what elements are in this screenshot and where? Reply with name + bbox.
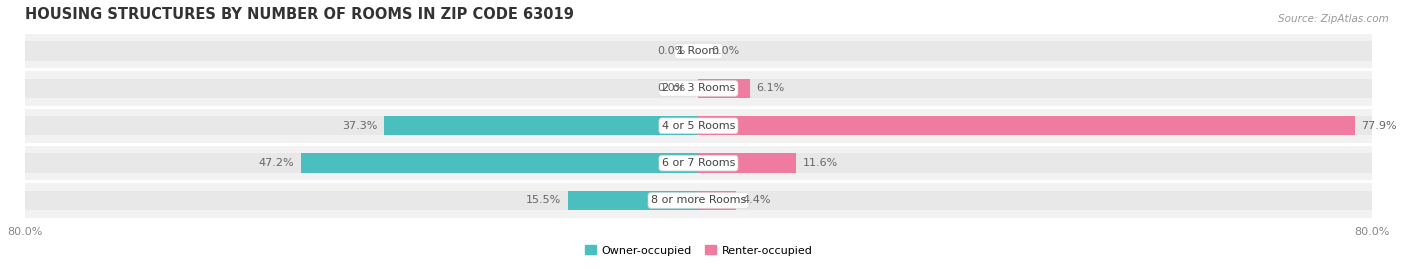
Legend: Owner-occupied, Renter-occupied: Owner-occupied, Renter-occupied (581, 241, 817, 260)
Text: 11.6%: 11.6% (803, 158, 838, 168)
Text: Source: ZipAtlas.com: Source: ZipAtlas.com (1278, 14, 1389, 23)
Bar (25, 109, 1372, 143)
Text: 15.5%: 15.5% (526, 195, 561, 205)
Text: 8 or more Rooms: 8 or more Rooms (651, 195, 747, 205)
Bar (699, 191, 735, 210)
Bar (25, 79, 1372, 98)
Text: 0.0%: 0.0% (711, 46, 740, 56)
Text: 0.0%: 0.0% (658, 83, 686, 93)
Bar (25, 41, 1372, 61)
Bar (25, 71, 1372, 106)
Text: 77.9%: 77.9% (1361, 121, 1398, 131)
Bar (25, 191, 1372, 210)
Bar (384, 116, 699, 136)
Text: HOUSING STRUCTURES BY NUMBER OF ROOMS IN ZIP CODE 63019: HOUSING STRUCTURES BY NUMBER OF ROOMS IN… (25, 7, 574, 22)
Bar (25, 34, 1372, 68)
Bar (699, 116, 1354, 136)
Text: 37.3%: 37.3% (342, 121, 378, 131)
Bar (699, 79, 749, 98)
Bar (25, 146, 1372, 180)
Text: 0.0%: 0.0% (658, 46, 686, 56)
Bar (25, 153, 1372, 173)
Text: 47.2%: 47.2% (259, 158, 294, 168)
Text: 2 or 3 Rooms: 2 or 3 Rooms (662, 83, 735, 93)
Text: 6.1%: 6.1% (756, 83, 785, 93)
Bar (301, 153, 699, 173)
Bar (25, 116, 1372, 136)
Text: 4 or 5 Rooms: 4 or 5 Rooms (662, 121, 735, 131)
Bar (699, 153, 796, 173)
Text: 1 Room: 1 Room (678, 46, 720, 56)
Text: 4.4%: 4.4% (742, 195, 770, 205)
Text: 6 or 7 Rooms: 6 or 7 Rooms (662, 158, 735, 168)
Bar (568, 191, 699, 210)
Bar (25, 183, 1372, 218)
